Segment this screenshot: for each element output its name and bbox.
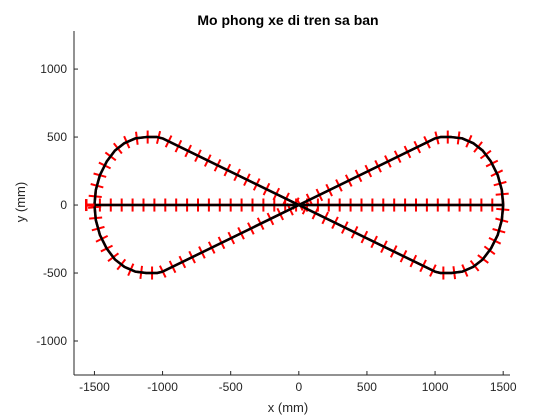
plot-area — [85, 130, 510, 280]
x-axis-ticks: -1500 -1000 -500 0 500 1000 1500 — [79, 371, 517, 394]
x-tick-label: -500 — [219, 380, 243, 394]
y-tick-label: 0 — [60, 198, 67, 212]
y-tick-label: 1000 — [40, 62, 67, 76]
y-axis-label: y (mm) — [13, 182, 28, 222]
x-axis-label: x (mm) — [268, 400, 308, 415]
y-tick-label: -1000 — [36, 334, 67, 348]
axes — [73, 31, 510, 376]
y-tick-label: 500 — [47, 130, 67, 144]
x-tick-label: 500 — [357, 380, 377, 394]
track-layer — [93, 135, 505, 275]
chart-title: Mo phong xe di tren sa ban — [197, 12, 378, 28]
x-tick-label: 1000 — [422, 380, 449, 394]
x-tick-label: -1000 — [147, 380, 178, 394]
track-line — [93, 135, 505, 275]
y-tick-label: -500 — [43, 266, 67, 280]
y-axis-ticks: -1000 -500 0 500 1000 — [36, 62, 78, 348]
x-tick-label: 1500 — [490, 380, 517, 394]
start-marker-layer — [85, 199, 95, 212]
x-tick-label: 0 — [295, 380, 302, 394]
x-tick-label: -1500 — [79, 380, 110, 394]
